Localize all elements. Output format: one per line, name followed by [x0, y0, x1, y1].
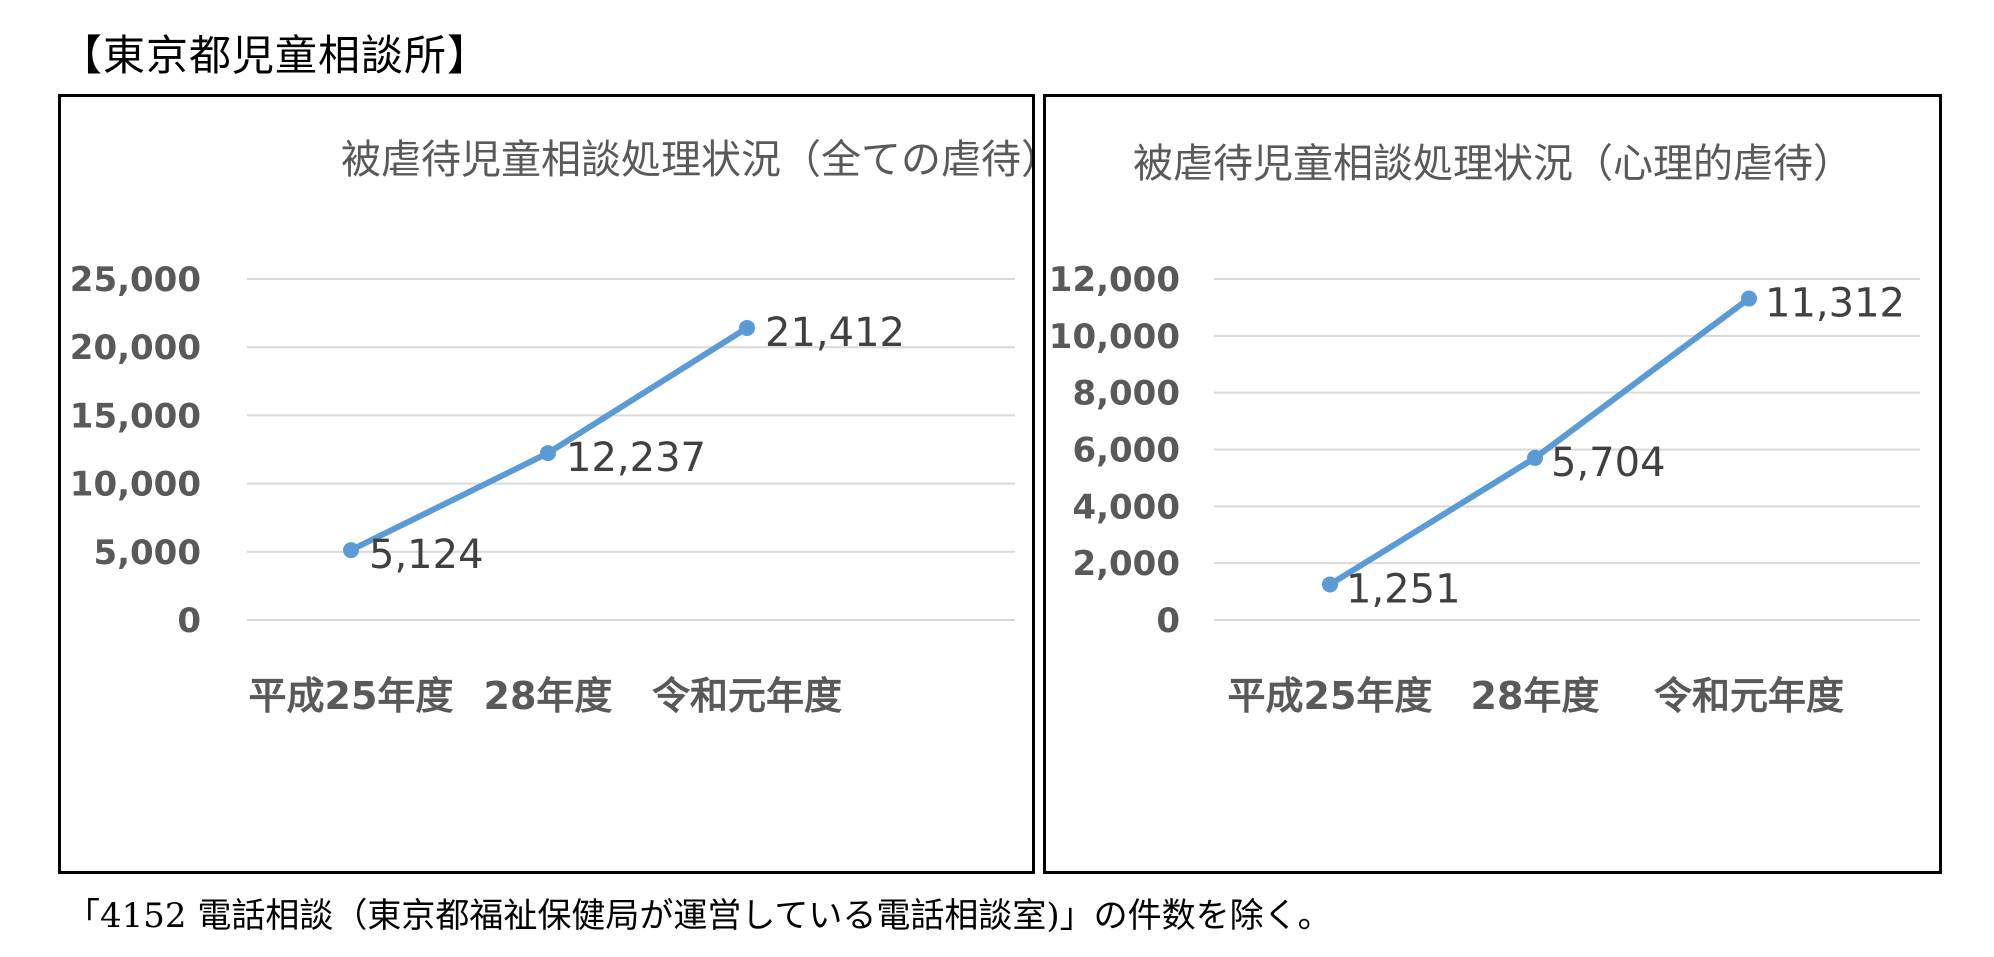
page-heading: 【東京都児童相談所】: [60, 31, 491, 80]
data-label: 21,412: [765, 310, 905, 356]
x-tick-label: 28年度: [484, 674, 613, 718]
y-tick-label: 10,000: [1049, 317, 1180, 357]
y-tick-label: 10,000: [70, 465, 201, 505]
y-tick-label: 0: [177, 601, 201, 641]
data-label: 12,237: [566, 435, 706, 481]
chart-panel-psychological-abuse: 被虐待児童相談処理状況（心理的虐待） 0 2,000 4,000 6,000 8,000 1…: [1043, 94, 1942, 874]
data-point: [1741, 290, 1757, 307]
data-point: [739, 319, 755, 336]
chart-title: 被虐待児童相談処理状況（全ての虐待）: [341, 137, 1032, 183]
y-tick-label: 0: [1156, 601, 1180, 641]
chart-panel-all-abuse: 被虐待児童相談処理状況（全ての虐待） 0 5,000 10,000 15,000 20,0…: [58, 94, 1035, 874]
y-tick-label: 4,000: [1072, 487, 1180, 527]
chart-all-abuse: 被虐待児童相談処理状況（全ての虐待） 0 5,000 10,000 15,000 20,0…: [70, 137, 1032, 718]
data-label: 1,251: [1346, 566, 1461, 612]
y-tick-label: 20,000: [70, 328, 201, 368]
chart-title: 被虐待児童相談処理状況（心理的虐待）: [1133, 141, 1853, 187]
data-label: 5,704: [1551, 440, 1666, 486]
data-point: [1527, 449, 1543, 466]
footnote: 「4152 電話相談（東京都福祉保健局が運営している電話相談室)」の件数を除く。: [66, 896, 1332, 936]
y-tick-label: 8,000: [1072, 374, 1180, 414]
chart-psychological-abuse: 被虐待児童相談処理状況（心理的虐待） 0 2,000 4,000 6,000 8,000 1…: [1049, 141, 1920, 718]
data-point: [1322, 576, 1338, 593]
x-tick-label: 28年度: [1471, 674, 1600, 718]
data-point: [540, 445, 556, 462]
y-tick-label: 15,000: [70, 396, 201, 436]
x-tick-label: 平成25年度: [1228, 674, 1433, 718]
data-label: 11,312: [1765, 281, 1905, 327]
y-tick-label: 5,000: [93, 533, 201, 573]
x-tick-label: 令和元年度: [652, 674, 842, 718]
x-tick-label: 令和元年度: [1654, 674, 1844, 718]
data-label: 5,124: [369, 532, 484, 578]
x-tick-label: 平成25年度: [249, 674, 454, 718]
y-tick-label: 6,000: [1072, 431, 1180, 471]
series-line: [1327, 295, 1752, 588]
data-point: [343, 542, 359, 559]
y-tick-label: 2,000: [1072, 544, 1180, 584]
y-tick-label: 12,000: [1049, 260, 1180, 300]
y-tick-label: 25,000: [70, 260, 201, 300]
